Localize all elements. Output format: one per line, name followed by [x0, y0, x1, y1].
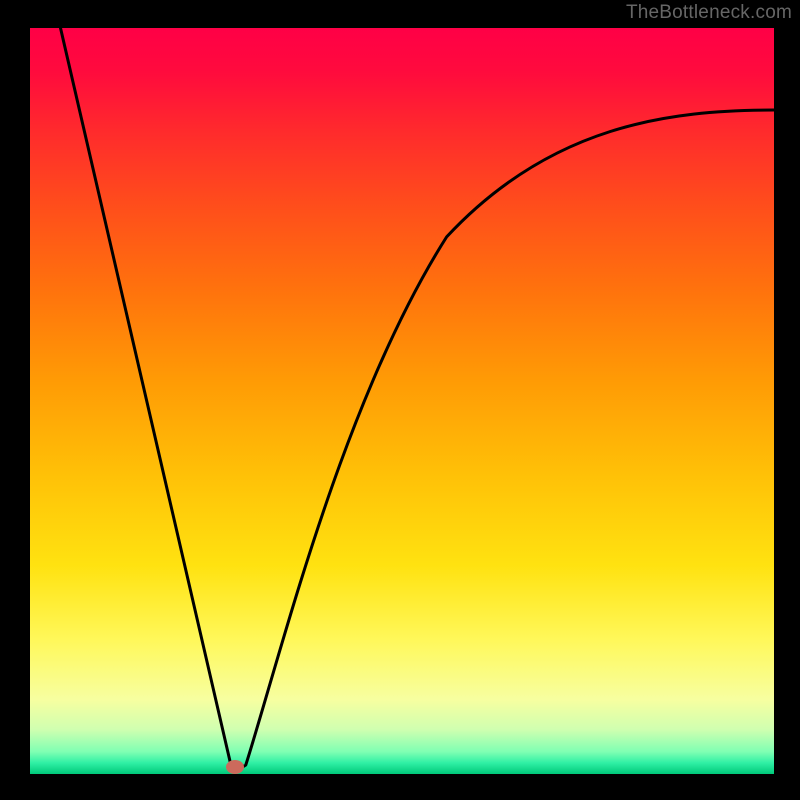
plot-area [30, 28, 774, 774]
chart-container: TheBottleneck.com [0, 0, 800, 800]
bottleneck-curve [30, 28, 774, 774]
optimal-point-marker [224, 758, 246, 776]
watermark-text: TheBottleneck.com [626, 2, 792, 24]
